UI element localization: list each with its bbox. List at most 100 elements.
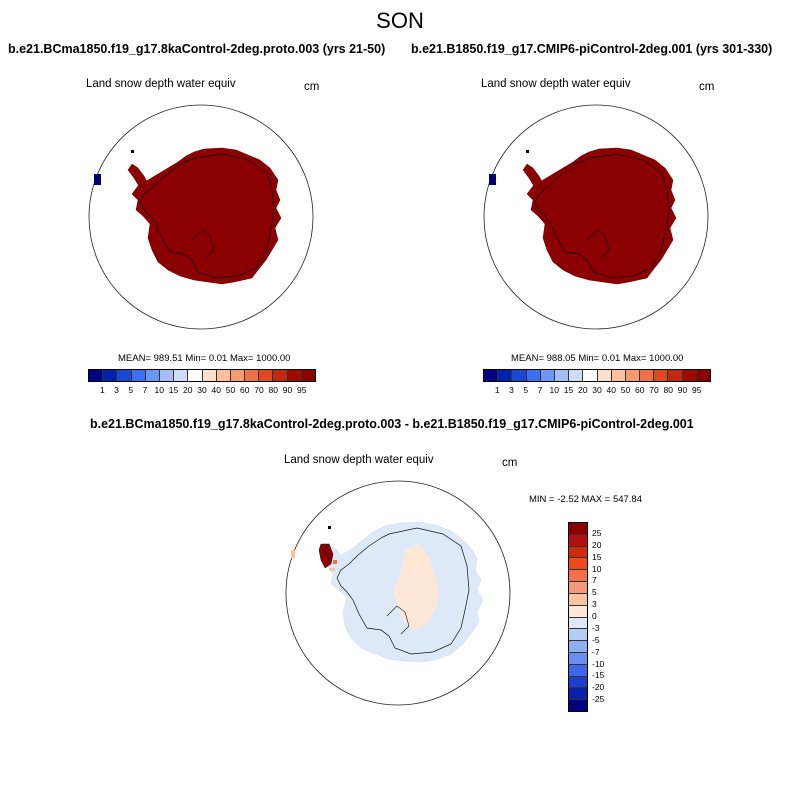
colorbar-tick-label: 25 (592, 527, 602, 538)
colorbar-tick-label: 7 (537, 385, 543, 395)
colorbar-swatch (569, 652, 587, 665)
panel1-stats: MEAN= 989.51 Min= 0.01 Max= 1000.00 (118, 353, 291, 364)
panel2-stats: MEAN= 988.05 Min= 0.01 Max= 1000.00 (511, 353, 684, 364)
colorbar-tick-label: 10 (549, 385, 559, 395)
colorbar-swatch (569, 534, 587, 547)
colorbar-swatch (569, 558, 587, 571)
panel3-colorbar (568, 522, 588, 712)
colorbar-swatch (696, 370, 710, 381)
colorbar-tick-label: -7 (592, 646, 600, 657)
colorbar-tick-label: 10 (154, 385, 164, 395)
colorbar-tick-label: 0 (592, 611, 597, 621)
colorbar-tick-label: -25 (592, 694, 605, 705)
panel3-interior-positive-region (393, 544, 439, 630)
colorbar-swatch (569, 582, 587, 594)
colorbar-tick-label: -20 (592, 682, 605, 693)
panel1-south-georgia-cell (94, 174, 101, 185)
panel2-colorbar (483, 369, 711, 382)
colorbar-tick-label: 7 (592, 575, 597, 586)
colorbar-tick-label: 15 (563, 385, 574, 395)
colorbar-swatch (654, 370, 669, 381)
colorbar-swatch (89, 370, 104, 381)
colorbar-swatch (569, 593, 587, 606)
panel3-south-georgia-cell (291, 550, 295, 558)
colorbar-swatch (103, 370, 118, 381)
colorbar-tick-label: 60 (240, 385, 250, 395)
colorbar-swatch (484, 370, 499, 381)
colorbar-tick-label: 80 (663, 385, 673, 395)
colorbar-swatch (569, 664, 587, 677)
colorbar-tick-label: 70 (649, 385, 659, 395)
panel3-case-title: b.e21.BCma1850.f19_g17.8kaControl-2deg.p… (90, 417, 694, 431)
colorbar-swatch (188, 370, 203, 381)
panel2-units: cm (699, 81, 715, 93)
colorbar-swatch (259, 370, 274, 381)
colorbar-swatch (625, 370, 641, 381)
colorbar-tick-label: 20 (578, 385, 588, 395)
panel3-peninsula-cell-a (333, 560, 337, 564)
panel2-case-title: b.e21.B1850.f19_g17.CMIP6-piControl-2deg… (411, 42, 773, 56)
colorbar-tick-label: -3 (592, 622, 600, 633)
panel3-island-cell (328, 526, 331, 529)
panel1-map (88, 104, 314, 330)
colorbar-swatch (569, 700, 587, 711)
panel1-island-cell (131, 150, 134, 153)
colorbar-tick-label: 20 (183, 385, 193, 395)
colorbar-swatch (230, 370, 246, 381)
colorbar-swatch (640, 370, 655, 381)
panel3-north-peninsula-line (324, 543, 330, 561)
panel2-coastline (534, 153, 670, 279)
colorbar-swatch (569, 629, 587, 642)
panel1-colorbar (88, 369, 316, 382)
colorbar-swatch (145, 370, 160, 381)
panel3-peninsula-tip-region (318, 543, 334, 569)
colorbar-tick-label: 5 (523, 385, 529, 395)
colorbar-swatch (611, 370, 626, 381)
colorbar-tick-label: 30 (197, 385, 207, 395)
colorbar-swatch (569, 370, 584, 381)
panel3-map (285, 480, 511, 706)
panel3-peninsula-cell-b (329, 568, 335, 571)
colorbar-tick-label: 5 (128, 385, 134, 395)
colorbar-tick-label: 1 (99, 385, 105, 395)
colorbar-tick-label: 3 (509, 385, 514, 395)
panel1-case-title: b.e21.BCma1850.f19_g17.8kaControl-2deg.p… (8, 42, 386, 56)
colorbar-swatch (569, 605, 587, 618)
colorbar-tick-label: -5 (592, 634, 600, 645)
colorbar-swatch (569, 641, 587, 653)
colorbar-tick-label: 40 (211, 385, 221, 395)
panel1-coastline (139, 153, 275, 279)
colorbar-swatch (540, 370, 555, 381)
colorbar-tick-label: 50 (620, 385, 631, 395)
colorbar-tick-label: 80 (268, 385, 278, 395)
panel3-units: cm (502, 457, 518, 469)
colorbar-swatch (174, 370, 189, 381)
panel3-variable-title: Land snow depth water equiv (284, 454, 434, 466)
colorbar-swatch (245, 370, 260, 381)
colorbar-swatch (498, 370, 513, 381)
panel2-map (483, 104, 709, 330)
colorbar-tick-label: 15 (592, 551, 602, 562)
colorbar-tick-label: 20 (592, 539, 602, 550)
colorbar-tick-label: 5 (592, 587, 597, 598)
colorbar-swatch (287, 370, 302, 381)
colorbar-swatch (569, 676, 587, 689)
panel2-peninsula-region (522, 163, 544, 189)
colorbar-swatch (569, 617, 587, 630)
colorbar-tick-label: 40 (606, 385, 616, 395)
colorbar-tick-label: 95 (692, 385, 702, 395)
panel2-colorbar-ticks: 1 3 5 7 10 15 20 30 40 50 60 70 80 90 95 (483, 385, 709, 397)
colorbar-swatch (583, 370, 598, 381)
colorbar-swatch (569, 570, 587, 583)
colorbar-tick-label: 30 (592, 385, 602, 395)
panel1-ice-shelf-line (191, 229, 215, 259)
colorbar-swatch (569, 688, 587, 701)
colorbar-swatch (569, 546, 587, 559)
panel2-variable-title: Land snow depth water equiv (481, 78, 631, 90)
colorbar-swatch (159, 370, 175, 381)
panel3-stats: MIN = -2.52 MAX = 547.84 (529, 494, 643, 505)
colorbar-swatch (668, 370, 683, 381)
colorbar-tick-label: 50 (225, 385, 236, 395)
panel2-ice-shelf-line (586, 229, 610, 259)
colorbar-tick-label: 1 (494, 385, 500, 395)
